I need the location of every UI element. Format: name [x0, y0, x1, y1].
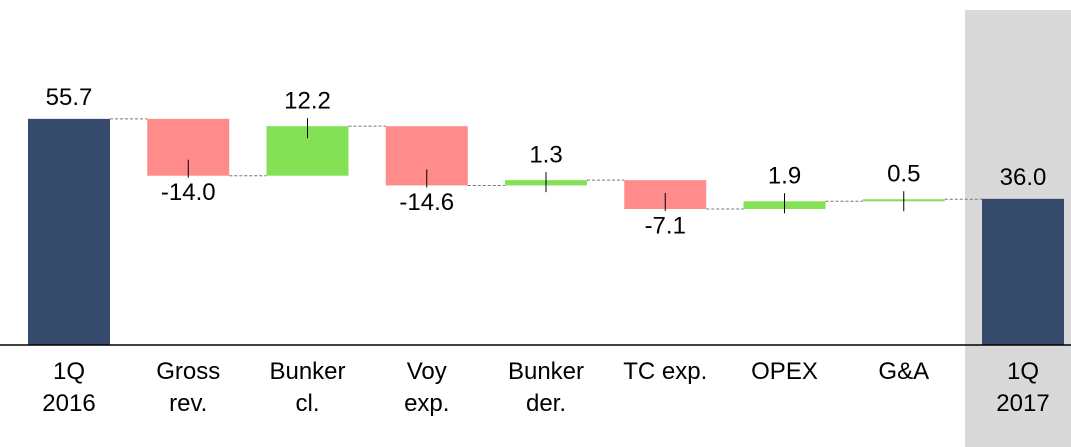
x-tick-label: 1Q 2017 — [996, 358, 1050, 417]
value-label: 55.7 — [46, 84, 93, 111]
x-tick-label: Voy exp. — [404, 358, 450, 417]
value-label: -7.1 — [645, 212, 686, 239]
bar — [982, 198, 1064, 345]
value-label: 0.5 — [887, 161, 920, 188]
value-label: -14.0 — [161, 179, 216, 206]
value-label: 1.9 — [768, 163, 801, 190]
value-label: 12.2 — [284, 88, 331, 115]
bar — [28, 118, 110, 345]
x-tick-label: G&A — [878, 358, 930, 385]
x-tick-label: Gross rev. — [156, 358, 221, 417]
x-tick-label: Bunker der. — [507, 358, 585, 417]
x-tick-label: 1Q 2016 — [42, 358, 96, 417]
value-label: 1.3 — [529, 142, 562, 169]
value-label: 36.0 — [1000, 164, 1047, 191]
x-tick-label: TC exp. — [623, 358, 708, 385]
x-tick-label: OPEX — [751, 358, 818, 385]
value-label: -14.6 — [399, 189, 454, 216]
x-tick-label: Bunker cl. — [269, 358, 346, 417]
